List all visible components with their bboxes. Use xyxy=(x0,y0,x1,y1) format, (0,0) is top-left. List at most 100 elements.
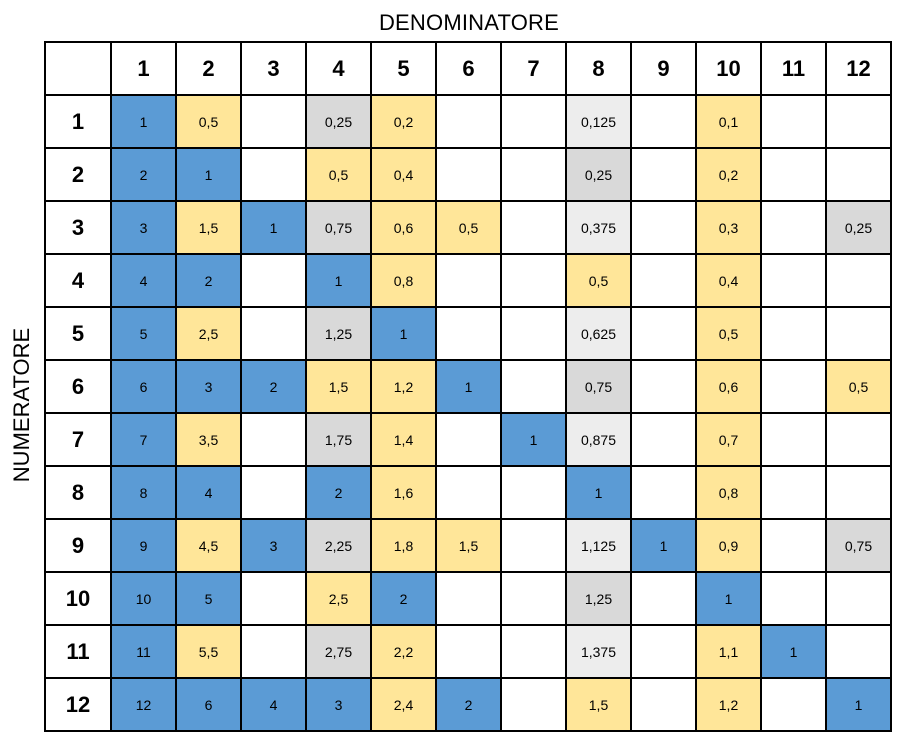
table-cell xyxy=(825,253,892,308)
table-cell: 4 xyxy=(110,253,177,308)
table-cell xyxy=(630,200,697,255)
table-cell: 0,5 xyxy=(825,359,892,414)
table-cell: 0,4 xyxy=(695,253,762,308)
row-header: 11 xyxy=(44,624,112,679)
table-cell: 0,5 xyxy=(695,306,762,361)
table-cell: 2,2 xyxy=(370,624,437,679)
column-header: 3 xyxy=(240,41,307,96)
table-cell: 0,625 xyxy=(565,306,632,361)
table-cell xyxy=(500,677,567,732)
table-cell xyxy=(760,359,827,414)
table-cell: 1 xyxy=(630,518,697,573)
table-cell xyxy=(760,465,827,520)
table-cell: 1,2 xyxy=(370,359,437,414)
column-header: 4 xyxy=(305,41,372,96)
table-row: 6 6 3 2 1,5 1,2 1 0,75 0,6 0,5 xyxy=(44,359,892,414)
table-cell: 5,5 xyxy=(175,624,242,679)
table-cell xyxy=(240,412,307,467)
y-axis-title: NUMERATORE xyxy=(9,327,34,483)
fraction-table: 1 2 3 4 5 6 7 8 9 10 11 12 1 1 0,5 0,25 0,2 0,125 0,1 2 2 1 0,… xyxy=(44,41,892,732)
table-cell: 0,2 xyxy=(695,147,762,202)
table-cell: 1 xyxy=(500,412,567,467)
table-row: 1 1 0,5 0,25 0,2 0,125 0,1 xyxy=(44,94,892,149)
table-row: 11 11 5,5 2,75 2,2 1,375 1,1 1 xyxy=(44,624,892,679)
table-cell: 2,5 xyxy=(305,571,372,626)
table-cell: 2,75 xyxy=(305,624,372,679)
table-cell: 2 xyxy=(110,147,177,202)
table-cell xyxy=(630,147,697,202)
table-cell xyxy=(500,518,567,573)
table-cell xyxy=(500,359,567,414)
table-cell xyxy=(825,465,892,520)
table-cell xyxy=(760,200,827,255)
table-cell: 0,6 xyxy=(695,359,762,414)
table-cell: 2 xyxy=(175,253,242,308)
table-cell: 2,25 xyxy=(305,518,372,573)
table-cell: 0,25 xyxy=(565,147,632,202)
column-header: 2 xyxy=(175,41,242,96)
table-cell xyxy=(630,412,697,467)
table-cell: 0,5 xyxy=(305,147,372,202)
table-cell: 1,6 xyxy=(370,465,437,520)
row-header: 12 xyxy=(44,677,112,732)
table-cell xyxy=(435,147,502,202)
table-cell: 1 xyxy=(240,200,307,255)
table-cell: 1 xyxy=(565,465,632,520)
table-cell: 0,8 xyxy=(695,465,762,520)
table-cell: 3 xyxy=(110,200,177,255)
table-cell xyxy=(825,571,892,626)
table-cell: 7 xyxy=(110,412,177,467)
table-cell: 4,5 xyxy=(175,518,242,573)
table-cell: 1 xyxy=(175,147,242,202)
table-cell xyxy=(435,253,502,308)
table-cell xyxy=(825,147,892,202)
table-cell xyxy=(240,147,307,202)
table-cell: 6 xyxy=(110,359,177,414)
table-cell xyxy=(760,677,827,732)
table-cell: 1,4 xyxy=(370,412,437,467)
table-cell xyxy=(630,253,697,308)
table-cell xyxy=(825,94,892,149)
table-cell: 1,2 xyxy=(695,677,762,732)
table-cell: 1,25 xyxy=(305,306,372,361)
table-row: 12 12 6 4 3 2,4 2 1,5 1,2 1 xyxy=(44,677,892,732)
table-cell: 0,75 xyxy=(565,359,632,414)
table-cell xyxy=(630,624,697,679)
table-cell: 10 xyxy=(110,571,177,626)
table-cell xyxy=(500,465,567,520)
column-header: 6 xyxy=(435,41,502,96)
table-cell: 1 xyxy=(825,677,892,732)
table-cell: 3 xyxy=(175,359,242,414)
column-header: 12 xyxy=(825,41,892,96)
table-cell: 0,5 xyxy=(565,253,632,308)
table-cell: 8 xyxy=(110,465,177,520)
column-header: 5 xyxy=(370,41,437,96)
table-cell xyxy=(240,94,307,149)
table-cell: 1,5 xyxy=(305,359,372,414)
table-cell: 0,125 xyxy=(565,94,632,149)
table-cell: 0,2 xyxy=(370,94,437,149)
table-cell xyxy=(435,571,502,626)
table-cell xyxy=(630,94,697,149)
table-cell: 11 xyxy=(110,624,177,679)
table-row: 9 9 4,5 3 2,25 1,8 1,5 1,125 1 0,9 0,75 xyxy=(44,518,892,573)
table-cell xyxy=(500,147,567,202)
table-cell xyxy=(500,94,567,149)
row-header: 2 xyxy=(44,147,112,202)
table-cell: 1,5 xyxy=(435,518,502,573)
table-cell: 1 xyxy=(760,624,827,679)
table-cell xyxy=(240,465,307,520)
table-cell xyxy=(500,200,567,255)
table-cell xyxy=(500,306,567,361)
table-cell: 0,25 xyxy=(825,200,892,255)
x-axis-title: DENOMINATORE xyxy=(378,10,560,35)
table-cell: 0,875 xyxy=(565,412,632,467)
table-cell: 0,5 xyxy=(435,200,502,255)
row-header: 4 xyxy=(44,253,112,308)
table-cell: 1,5 xyxy=(175,200,242,255)
table-cell: 3 xyxy=(240,518,307,573)
table-cell: 2 xyxy=(305,465,372,520)
table-cell: 1,125 xyxy=(565,518,632,573)
table-cell xyxy=(630,571,697,626)
corner-cell xyxy=(44,41,112,96)
